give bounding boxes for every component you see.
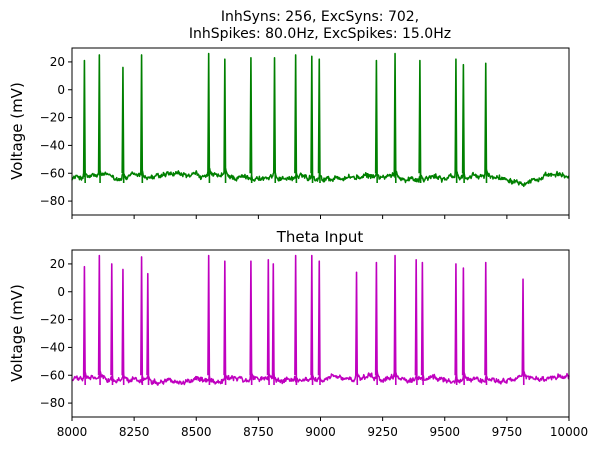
spike-mark: [294, 254, 298, 385]
spike-mark: [97, 54, 101, 183]
x-tick-label: 8750: [243, 425, 274, 439]
spike-mark: [121, 66, 125, 183]
y-tick-label: 0: [57, 285, 65, 299]
spike-mark: [223, 58, 227, 183]
x-tick-label: 8000: [57, 425, 88, 439]
top-subplot: InhSyns: 256, ExcSyns: 702, InhSpikes: 8…: [8, 9, 570, 219]
x-tick-label: 10000: [550, 425, 588, 439]
spike-mark: [454, 263, 458, 385]
spike-mark: [310, 254, 314, 385]
spike-mark: [207, 52, 211, 183]
spike-mark: [521, 278, 525, 385]
y-tick-label: −40: [40, 340, 65, 354]
y-tick-label: −80: [40, 396, 65, 410]
y-tick-label: −80: [40, 194, 65, 208]
bottom-y-axis-label: Voltage (mV): [8, 284, 26, 382]
spike-mark: [317, 58, 321, 183]
top-spike-marks: [82, 52, 488, 183]
y-tick-label: 20: [50, 257, 65, 271]
spike-mark: [420, 261, 424, 385]
top-chart-title-line1: InhSyns: 256, ExcSyns: 702,: [221, 9, 419, 25]
spike-mark: [374, 59, 378, 183]
top-y-axis-label: Voltage (mV): [8, 82, 26, 180]
spike-mark: [207, 254, 211, 385]
top-x-ticks: [71, 215, 570, 219]
spike-mark: [140, 54, 144, 183]
spike-mark: [414, 258, 418, 385]
top-y-ticks: 20 0 −20 −40 −60 −80: [40, 55, 72, 208]
bottom-chart-title: Theta Input: [276, 228, 364, 246]
spike-mark: [461, 63, 465, 183]
y-tick-label: 0: [57, 83, 65, 97]
spike-mark: [393, 254, 397, 385]
spike-mark: [223, 260, 227, 385]
x-tick-label: 9750: [492, 425, 523, 439]
spike-mark: [354, 271, 359, 385]
x-tick-label: 9250: [367, 425, 398, 439]
y-tick-label: 20: [50, 55, 65, 69]
spike-mark: [249, 260, 253, 385]
spike-mark: [374, 261, 378, 385]
spike-mark: [140, 256, 144, 385]
spike-mark: [310, 55, 314, 183]
spike-mark: [484, 62, 488, 183]
bottom-spike-marks: [82, 254, 525, 385]
top-axes-frame: [71, 47, 570, 216]
spike-mark: [249, 56, 253, 183]
spike-mark: [272, 56, 277, 183]
y-tick-label: −40: [40, 138, 65, 152]
bottom-x-ticks: 8000 8250 8500 8750 9000 9250 9500 9750 10000: [57, 417, 588, 439]
y-tick-label: −60: [40, 166, 65, 180]
spike-mark: [484, 261, 488, 385]
spike-mark: [393, 52, 397, 183]
y-tick-label: −60: [40, 368, 65, 382]
spike-mark: [461, 267, 465, 385]
top-chart-title-line2: InhSpikes: 80.0Hz, ExcSpikes: 15.0Hz: [189, 26, 451, 42]
spike-mark: [454, 58, 458, 183]
bottom-axes-frame: [71, 249, 570, 418]
spike-mark: [121, 268, 125, 385]
spike-mark: [294, 54, 298, 183]
x-tick-label: 8500: [181, 425, 212, 439]
spike-mark: [418, 59, 422, 183]
x-tick-label: 9500: [429, 425, 460, 439]
x-tick-label: 8250: [119, 425, 150, 439]
spike-mark: [271, 263, 275, 385]
spike-mark: [82, 59, 86, 183]
spike-mark: [82, 265, 86, 385]
spike-mark: [146, 272, 150, 385]
y-tick-label: −20: [40, 313, 65, 327]
y-tick-label: −20: [40, 111, 65, 125]
bottom-subplot: Theta Input Voltage (mV) 20 0 −20 −40 −60 −80…: [8, 228, 588, 439]
x-tick-label: 9000: [305, 425, 336, 439]
spike-mark: [97, 254, 101, 385]
spike-mark: [266, 258, 270, 385]
spike-mark: [317, 260, 321, 385]
spike-mark: [110, 263, 114, 385]
bottom-y-ticks: 20 0 −20 −40 −60 −80: [40, 257, 72, 410]
